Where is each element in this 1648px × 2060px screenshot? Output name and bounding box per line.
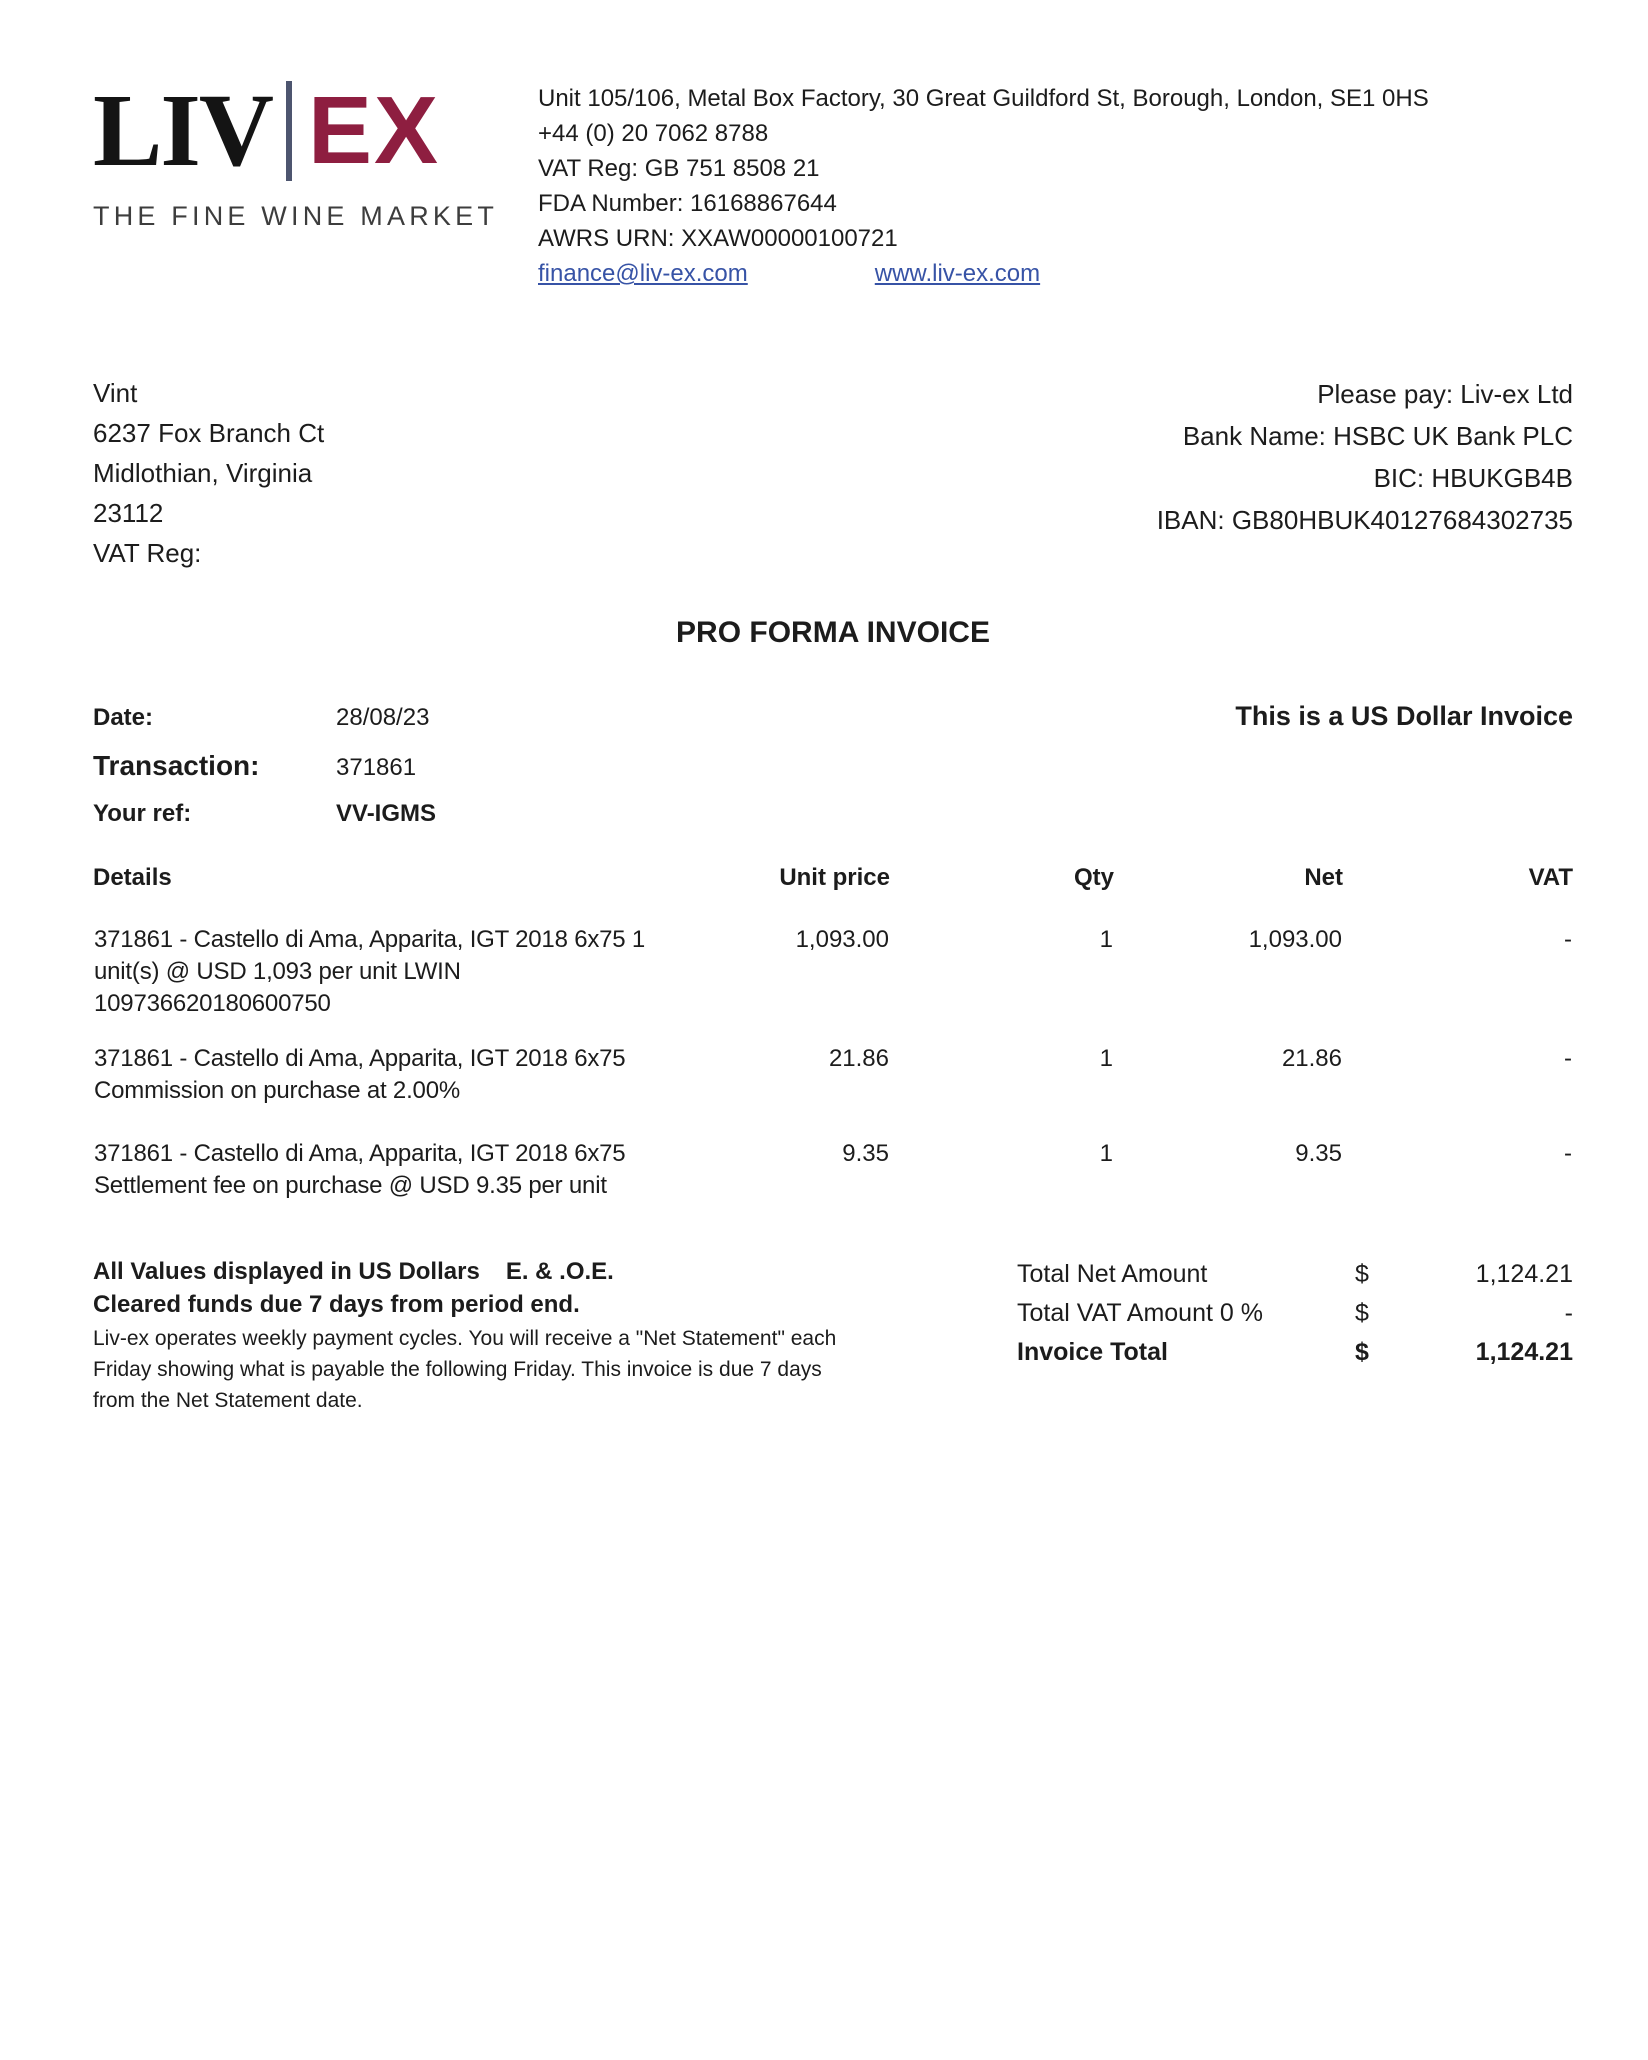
company-address: Unit 105/106, Metal Box Factory, 30 Grea… (538, 85, 1429, 112)
invoice-total-currency: $ (1355, 1338, 1369, 1366)
total-vat-label: Total VAT Amount 0 % (1017, 1299, 1263, 1327)
payment-cycle-note: Liv-ex operates weekly payment cycles. Y… (93, 1327, 837, 1412)
total-vat-amount: - (1564, 1299, 1573, 1327)
customer-city: Midlothian, Virginia (93, 458, 313, 488)
customer-address: Vint 6237 Fox Branch Ct Midlothian, Virg… (93, 373, 324, 573)
header-unit-price: Unit price (779, 864, 890, 891)
total-net-currency: $ (1355, 1260, 1369, 1288)
row-unit-price: 1,093.00 (795, 926, 889, 953)
logo-liv-text: LIV (93, 73, 274, 188)
company-phone: +44 (0) 20 7062 8788 (538, 120, 769, 147)
transaction-label: Transaction: (93, 750, 260, 781)
row-net: 1,093.00 (1248, 926, 1342, 953)
invoice-page: LIV EX THE FINE WINE MARKET Unit 105/106… (93, 75, 1573, 1416)
row-vat: - (1564, 926, 1572, 953)
transaction-value: 371861 (336, 754, 417, 781)
company-awrs-urn: AWRS URN: XXAW00000100721 (538, 225, 898, 252)
meta-row-date: Date: 28/08/23 This is a US Dollar Invoi… (93, 701, 1573, 732)
website-link[interactable]: www.liv-ex.com (874, 260, 1041, 287)
row-details: 371861 - Castello di Ama, Apparita, IGT … (94, 1140, 626, 1199)
row-vat: - (1564, 1045, 1572, 1072)
payee-name: Please pay: Liv-ex Ltd (1317, 379, 1573, 409)
invoice-total-row: Invoice Total $ 1,124.21 (1017, 1337, 1573, 1367)
invoice-total-amount: 1,124.21 (1475, 1338, 1573, 1366)
header: LIV EX THE FINE WINE MARKET Unit 105/106… (93, 75, 1573, 291)
bottom-section: All Values displayed in US Dollars E. & .… (93, 1255, 1573, 1416)
invoice-title: PRO FORMA INVOICE (676, 616, 990, 649)
cleared-funds-note: Cleared funds due 7 days from period end… (93, 1291, 580, 1318)
row-vat: - (1564, 1140, 1572, 1167)
table-row: 371861 - Castello di Ama, Apparita, IGT … (93, 898, 1573, 1021)
logo-tagline: THE FINE WINE MARKET (93, 201, 499, 231)
invoice-meta: Date: 28/08/23 This is a US Dollar Invoi… (93, 701, 1573, 828)
payee-bic: BIC: HBUKGB4B (1373, 463, 1573, 493)
total-net-label: Total Net Amount (1017, 1260, 1208, 1288)
row-qty: 1 (1099, 1140, 1113, 1167)
currency-note: This is a US Dollar Invoice (1235, 701, 1573, 731)
table-row: 371861 - Castello di Ama, Apparita, IGT … (93, 1021, 1573, 1108)
table-row: 371861 - Castello di Ama, Apparita, IGT … (93, 1108, 1573, 1203)
payment-notes: All Values displayed in US Dollars E. & .… (93, 1255, 1013, 1416)
your-ref-label: Your ref: (93, 800, 192, 827)
your-ref-value: VV-IGMS (336, 800, 437, 827)
customer-name: Vint (93, 378, 138, 408)
logo-ex-text: EX (307, 77, 441, 184)
company-vat-reg: VAT Reg: GB 751 8508 21 (538, 155, 820, 182)
header-net: Net (1304, 864, 1343, 891)
date-label: Date: (93, 704, 154, 731)
payment-details: Please pay: Liv-ex Ltd Bank Name: HSBC U… (1157, 373, 1573, 573)
eoe-note: E. & .O.E. (505, 1258, 614, 1285)
meta-row-your-ref: Your ref: VV-IGMS (93, 800, 1573, 828)
payee-bank-name: Bank Name: HSBC UK Bank PLC (1182, 421, 1573, 451)
row-net: 21.86 (1281, 1045, 1342, 1072)
row-details: 371861 - Castello di Ama, Apparita, IGT … (94, 926, 646, 1017)
payee-iban: IBAN: GB80HBUK40127684302735 (1156, 505, 1573, 535)
total-net-row: Total Net Amount $ 1,124.21 (1017, 1259, 1573, 1289)
logo-divider (285, 81, 292, 181)
row-unit-price: 21.86 (828, 1045, 889, 1072)
total-net-amount: 1,124.21 (1475, 1260, 1573, 1288)
customer-zip: 23112 (93, 498, 164, 528)
row-qty: 1 (1099, 926, 1113, 953)
customer-street: 6237 Fox Branch Ct (93, 418, 325, 448)
header-details: Details (93, 864, 172, 891)
row-unit-price: 9.35 (842, 1140, 889, 1167)
company-info: Unit 105/106, Metal Box Factory, 30 Grea… (538, 75, 1429, 291)
invoice-total-label: Invoice Total (1017, 1338, 1168, 1366)
line-items-table: Details Unit price Qty Net VAT 371861 - … (93, 864, 1573, 1203)
row-net: 9.35 (1295, 1140, 1342, 1167)
livex-logo-wordmark: LIV EX (93, 75, 538, 187)
row-qty: 1 (1099, 1045, 1113, 1072)
total-vat-row: Total VAT Amount 0 % $ - (1017, 1298, 1573, 1328)
meta-row-transaction: Transaction: 371861 (93, 750, 1573, 782)
totals-block: Total Net Amount $ 1,124.21 Total VAT Am… (1017, 1255, 1573, 1367)
email-link[interactable]: finance@liv-ex.com (538, 260, 748, 287)
parties-section: Vint 6237 Fox Branch Ct Midlothian, Virg… (93, 373, 1573, 573)
all-values-note: All Values displayed in US Dollars (93, 1258, 480, 1285)
header-vat: VAT (1528, 864, 1573, 891)
date-value: 28/08/23 (336, 704, 430, 731)
total-vat-currency: $ (1355, 1299, 1369, 1327)
notes-line-values: All Values displayed in US Dollars E. & .… (93, 1255, 1013, 1288)
customer-vat-reg: VAT Reg: (93, 538, 202, 568)
header-qty: Qty (1073, 864, 1114, 891)
company-fda-number: FDA Number: 16168867644 (538, 190, 837, 217)
table-header-row: Details Unit price Qty Net VAT (93, 864, 1573, 898)
livex-logo: LIV EX THE FINE WINE MARKET (93, 75, 538, 232)
company-links: finance@liv-ex.com www.liv-ex.com (538, 256, 1429, 291)
row-details: 371861 - Castello di Ama, Apparita, IGT … (94, 1045, 626, 1104)
